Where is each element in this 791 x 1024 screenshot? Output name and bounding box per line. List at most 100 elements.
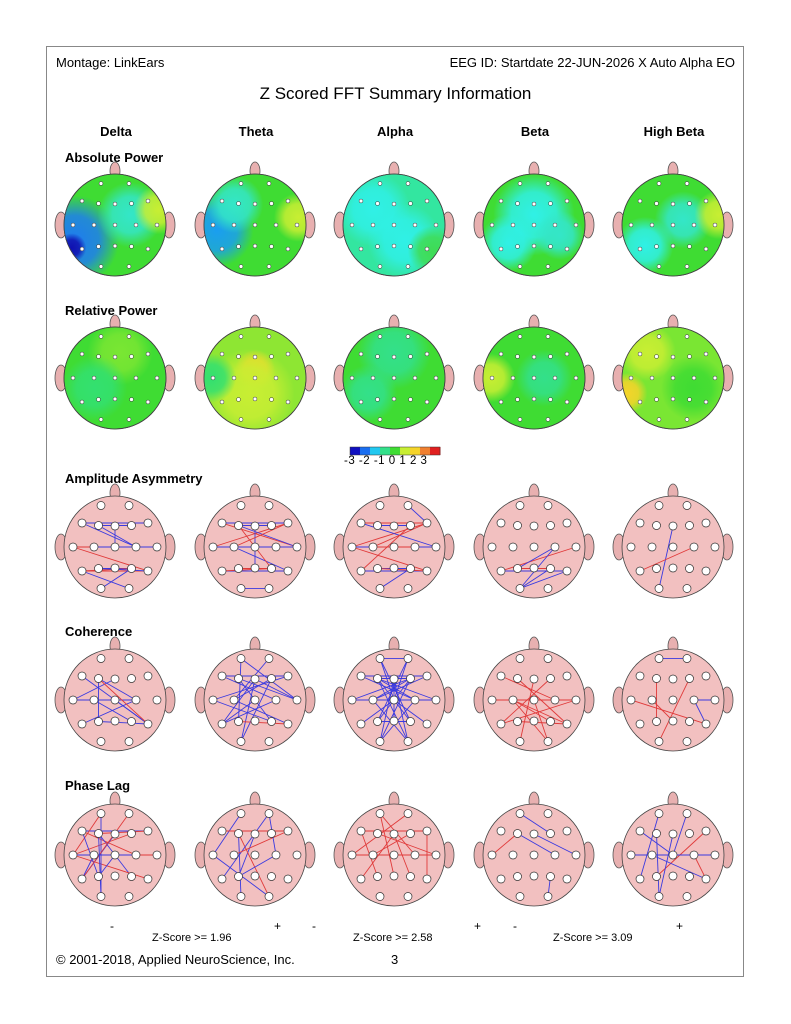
electrode-t5	[635, 719, 645, 729]
electrode-pz	[250, 563, 260, 573]
electrode-o2	[682, 584, 692, 593]
electrode-cz	[112, 375, 118, 381]
link-f3-o1	[98, 833, 102, 897]
electrode-fz	[668, 521, 678, 531]
electrode-fp1	[515, 654, 525, 663]
link-o1-p4	[519, 568, 551, 589]
electrode-p4	[406, 717, 415, 726]
link-fp1-t3	[212, 813, 242, 856]
electrode-cz	[391, 222, 397, 228]
electrode-fp2	[543, 654, 553, 663]
electrode-f4	[685, 521, 694, 530]
electrode-o1	[656, 264, 662, 269]
electrode-f4	[269, 201, 274, 206]
electrode-f7	[219, 198, 225, 204]
electrode-c4	[550, 695, 560, 705]
electrode-p3	[654, 397, 659, 402]
electrode-f8	[564, 198, 570, 204]
link-p3-t6	[98, 568, 149, 572]
electrode-c4	[689, 850, 699, 860]
link-fp2-t5	[221, 813, 270, 880]
electrode-f4	[687, 354, 692, 359]
electrode-f4	[127, 674, 136, 683]
electrode-pz	[252, 243, 258, 249]
electrode-cz	[110, 542, 120, 552]
electrode-fp2	[264, 809, 274, 818]
electrode-p3	[96, 397, 101, 402]
relative-power-map-0	[54, 314, 176, 430]
electrode-p3	[234, 717, 243, 726]
electrode-o2	[682, 892, 692, 901]
electrode-fp2	[682, 654, 692, 663]
electrode-fp1	[236, 809, 246, 818]
electrode-c4	[552, 222, 558, 228]
electrode-o2	[403, 892, 413, 901]
electrode-f7	[77, 671, 87, 681]
electrode-t4	[292, 542, 302, 552]
electrode-o1	[236, 584, 246, 593]
electrode-p3	[373, 564, 382, 573]
electrode-c4	[271, 850, 281, 860]
electrode-fz	[670, 201, 676, 207]
relative-power-map-4	[612, 314, 734, 430]
link-f4-t5	[500, 678, 551, 725]
link-c3-t6	[651, 854, 707, 880]
band-header-beta: Beta	[520, 124, 550, 139]
electrode-fz	[668, 674, 678, 684]
electrode-f8	[703, 198, 709, 204]
electrode-cz	[389, 850, 399, 860]
electrode-f4	[406, 674, 415, 683]
electrode-f3	[652, 829, 661, 838]
electrode-pz	[531, 243, 537, 249]
electrode-p4	[548, 244, 553, 249]
electrode-t4	[431, 850, 441, 860]
page-frame	[46, 46, 744, 977]
coherence-map-3	[473, 636, 595, 752]
electrode-t6	[143, 566, 153, 576]
electrode-t5	[496, 566, 506, 576]
electrode-p3	[96, 244, 101, 249]
electrode-c4	[552, 375, 558, 381]
electrode-fp2	[545, 334, 551, 339]
electrode-o2	[684, 264, 690, 269]
link-fz-o1	[240, 678, 256, 742]
color-scale-bar	[349, 446, 441, 456]
electrode-f4	[267, 521, 276, 530]
electrode-t6	[143, 874, 153, 884]
link-f3-t6	[98, 678, 149, 725]
relative-power-map-2	[333, 314, 455, 430]
electrode-t6	[424, 246, 430, 252]
electrode-o2	[405, 417, 411, 422]
electrode-fp2	[405, 334, 411, 339]
power-blob	[535, 210, 584, 260]
electrode-f8	[701, 518, 711, 528]
electrode-p3	[652, 564, 661, 573]
electrode-f8	[422, 671, 432, 681]
electrode-pz	[250, 871, 260, 881]
electrode-o1	[238, 417, 244, 422]
copyright-text: © 2001-2018, Applied NeuroScience, Inc.	[56, 952, 295, 967]
electrode-c3	[91, 375, 97, 381]
electrode-p4	[406, 872, 415, 881]
electrode-cz	[110, 850, 120, 860]
electrode-t4	[712, 375, 718, 381]
electrode-f7	[635, 826, 645, 836]
legend1-label: Z-Score >= 1.96	[152, 932, 232, 944]
electrode-o2	[403, 584, 413, 593]
electrode-fp1	[236, 501, 246, 510]
phase-lag-map-1	[194, 791, 316, 907]
electrode-f8	[562, 518, 572, 528]
electrode-o2	[124, 892, 134, 901]
electrode-t6	[283, 719, 293, 729]
link-p3-t6	[238, 721, 289, 725]
link-t5-p4	[81, 568, 132, 572]
section-phase-lag: Phase Lag	[65, 778, 131, 793]
electrode-fp1	[515, 809, 525, 818]
electrode-o1	[517, 417, 523, 422]
electrode-c4	[410, 850, 420, 860]
electrode-o1	[236, 737, 246, 746]
electrode-f7	[356, 826, 366, 836]
link-fp2-cz	[393, 658, 409, 701]
electrode-p4	[127, 564, 136, 573]
